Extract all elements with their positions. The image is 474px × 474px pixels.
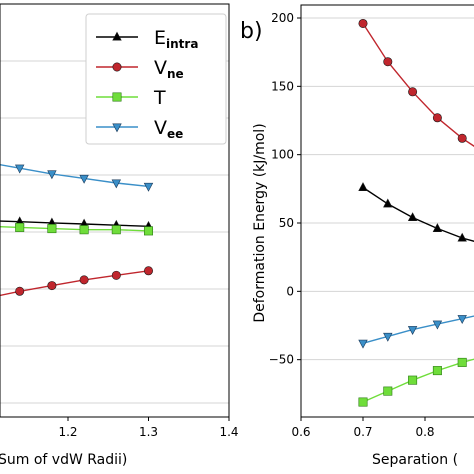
left-data-point-vee [15, 164, 25, 174]
right-data-point-eintra [457, 232, 467, 242]
right-data-point-vne [457, 133, 467, 143]
right-data-point-t [457, 357, 467, 367]
left-data-point-vne [111, 270, 121, 280]
legend-label-eintra-subscript: intra [166, 37, 198, 51]
right-data-point-eintra [432, 223, 443, 232]
right-y-tick-label: 0 [286, 284, 294, 298]
left-data-point-vee [79, 174, 89, 184]
right-data-point-vne [432, 113, 442, 123]
right-series-line-t [362, 358, 474, 403]
legend-label-vne: Vne [154, 57, 184, 81]
legend-label-t: T [153, 87, 166, 109]
right-series-line-eintra [362, 186, 474, 243]
legend-label-vee: Vee [154, 117, 183, 141]
left-axes-frame [0, 3, 230, 418]
right-data-point-vne [408, 87, 418, 97]
left-data-point-vne [144, 266, 154, 276]
right-series-line-vne [362, 23, 474, 147]
right-data-point-eintra [358, 182, 368, 191]
left-data-point-t [144, 226, 154, 236]
legend-marker-vne [112, 62, 122, 72]
right-data-point-eintra [383, 198, 393, 208]
right-chart-panel: 0.6 0.7 0.8 −50 0 50 100 150 200 Separation ( Defo… [252, 4, 474, 468]
right-data-point-vee [383, 332, 393, 342]
right-x-tick-label: 0.8 [415, 425, 434, 439]
right-data-point-t [383, 386, 393, 396]
right-data-point-vee [457, 315, 467, 325]
left-data-point-vee [143, 182, 154, 192]
left-series-line-vne [0, 270, 149, 297]
left-data-point-t [111, 225, 121, 235]
right-y-tick-label: 100 [271, 148, 294, 162]
legend-label-t-main: T [153, 87, 166, 109]
right-y-axis-label: Deformation Energy (kJ/mol) [252, 123, 268, 322]
right-data-point-vne [383, 57, 393, 67]
left-series-line-vee [0, 164, 149, 188]
right-data-point-t [408, 375, 418, 385]
legend-label-vee-main: V [154, 117, 167, 139]
right-x-tick-label: 0.6 [291, 425, 310, 439]
left-data-point-vne [15, 286, 25, 296]
left-x-axis-label: Sum of vdW Radii) [0, 452, 127, 468]
left-x-tick-label: 1.4 [219, 425, 238, 439]
right-data-point-vee [358, 339, 368, 349]
right-plot-area [301, 17, 474, 407]
right-data-point-vee [432, 320, 443, 330]
right-data-point-eintra [407, 212, 418, 222]
right-y-tick-label: 200 [271, 11, 294, 25]
left-data-point-t [47, 224, 57, 234]
left-data-point-t [79, 225, 89, 235]
right-x-axis-label: Separation ( [372, 452, 458, 468]
right-series-line-vee [362, 315, 474, 344]
left-series-line-t [0, 226, 149, 232]
left-data-point-vee [47, 170, 57, 180]
panel-label-b: b) [240, 19, 263, 44]
right-data-point-vne [358, 18, 368, 28]
legend-marker-vee [112, 123, 122, 133]
legend-label-vne-subscript: ne [167, 67, 184, 81]
legend-box [85, 13, 227, 145]
left-data-point-t [15, 222, 25, 232]
left-x-tick-label: 1.3 [139, 425, 158, 439]
left-data-point-vee [111, 179, 121, 189]
legend-marker-eintra [112, 31, 122, 41]
legend-label-eintra: Eintra [154, 27, 198, 51]
legend-marker-t [112, 92, 122, 102]
left-x-tick-label: 1.2 [58, 425, 77, 439]
left-series-line-eintra [0, 220, 149, 227]
right-data-point-t [432, 366, 442, 376]
right-x-tick-label: 0.7 [353, 425, 372, 439]
left-data-point-vne [79, 275, 89, 285]
legend-label-vee-subscript: ee [167, 127, 183, 141]
right-data-point-t [358, 397, 368, 407]
right-axes-frame [300, 4, 474, 418]
right-y-tick-label: 150 [271, 79, 294, 93]
legend-label-eintra-main: E [154, 27, 166, 49]
right-y-tick-label: −50 [269, 353, 294, 367]
right-y-tick-label: 50 [279, 216, 294, 230]
right-data-point-vee [407, 326, 418, 335]
left-data-point-vne [47, 281, 57, 291]
legend-label-vne-main: V [154, 57, 167, 79]
